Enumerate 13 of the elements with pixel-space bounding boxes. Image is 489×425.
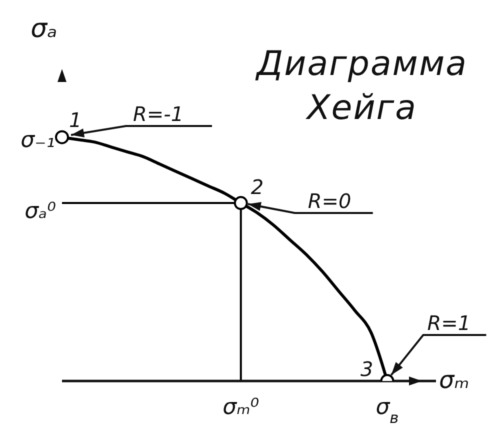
chart-title: Диаграмма Хейга [254,43,468,130]
x-axis-title: σₘ [439,366,470,394]
text: R=-1 [133,102,184,126]
y-axis-title: σₐ [30,14,58,44]
annotation: 2 [250,175,264,200]
annotation: R=1 [427,311,471,335]
ref-line-label: σₐ⁰ [24,199,56,224]
x-tick-label: σₘ⁰ [222,395,260,420]
annotation: 1 [69,108,82,132]
annotation: 3 [360,357,374,381]
annotation: R=0 [308,189,352,214]
x-tick-label: σ$_{в}$ [376,395,399,425]
text: σ₋₁ [20,128,55,153]
